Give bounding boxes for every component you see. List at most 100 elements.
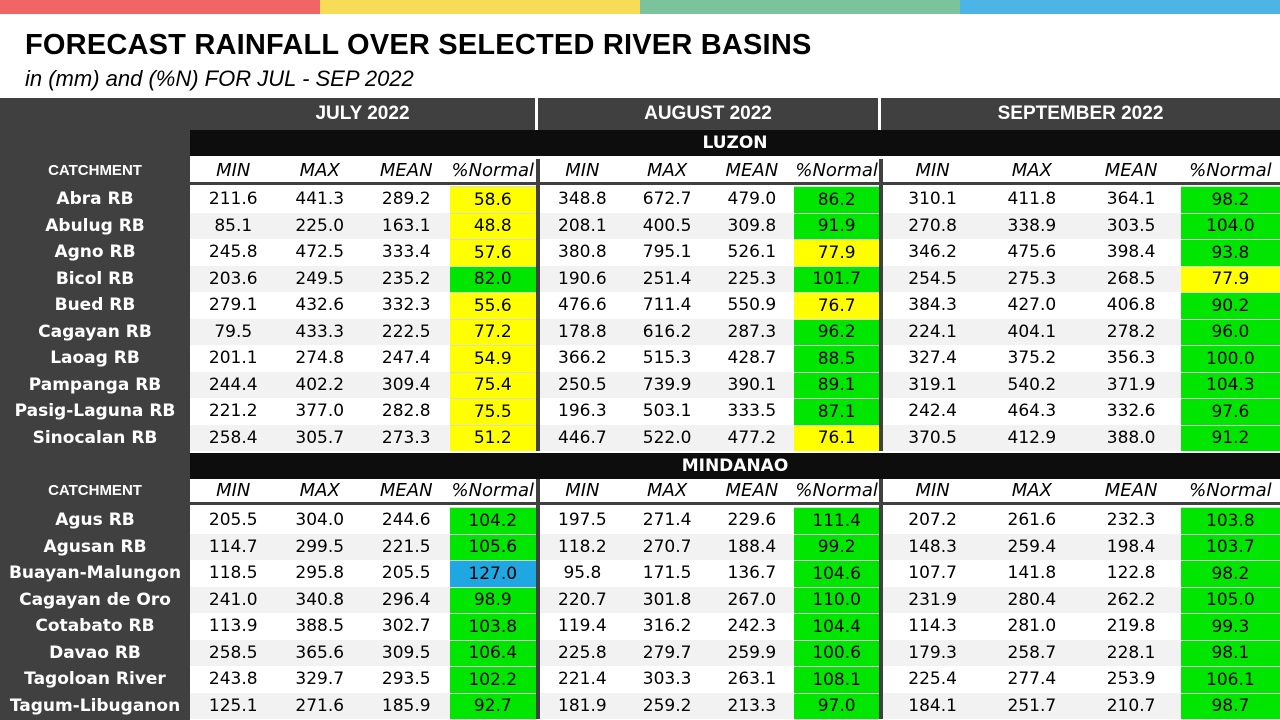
value-cell: 479.0: [709, 186, 795, 213]
value-cell: 319.1: [883, 371, 983, 398]
value-cell: 211.6: [190, 186, 277, 213]
subheader-min: MIN: [540, 159, 625, 182]
value-cell: 380.8: [540, 239, 625, 266]
pct-normal-cell: 76.1: [794, 424, 879, 451]
value-cell: 301.8: [624, 586, 710, 613]
catchment-header: CATCHMENT: [0, 145, 190, 182]
catchment-name: Tagoloan River: [0, 666, 190, 693]
catchment-name: Cagayan RB: [0, 318, 190, 345]
value-cell: 210.7: [1081, 692, 1181, 719]
pct-normal-cell: 104.6: [794, 560, 879, 587]
value-cell: 244.6: [363, 507, 450, 534]
value-cell: 245.8: [190, 239, 277, 266]
subheader-max: MAX: [624, 159, 710, 182]
value-cell: 287.3: [709, 318, 795, 345]
value-cell: 472.5: [276, 239, 363, 266]
value-cell: 475.6: [982, 239, 1082, 266]
value-cell: 277.4: [982, 666, 1082, 693]
value-cell: 271.6: [276, 692, 363, 719]
value-cell: 428.7: [709, 345, 795, 372]
pct-normal-cell: 98.7: [1180, 692, 1280, 719]
pct-normal-cell: 103.7: [1180, 533, 1280, 560]
pct-normal-cell: 76.7: [794, 292, 879, 319]
pct-normal-cell: 98.2: [1180, 560, 1280, 587]
pct-normal-cell: 55.6: [449, 292, 536, 319]
catchment-name: Agno RB: [0, 239, 190, 266]
value-cell: 365.6: [276, 639, 363, 666]
value-cell: 268.5: [1081, 265, 1181, 292]
catchment-name: Cotabato RB: [0, 613, 190, 640]
pct-normal-cell: 100.6: [794, 639, 879, 666]
catchment-name: Cagayan de Oro: [0, 586, 190, 613]
subheader-mean: MEAN: [1081, 159, 1181, 182]
value-cell: 406.8: [1081, 292, 1181, 319]
pct-normal-cell: 98.2: [1180, 186, 1280, 213]
value-cell: 279.7: [624, 639, 710, 666]
value-cell: 148.3: [883, 533, 983, 560]
pct-normal-cell: 127.0: [449, 560, 536, 587]
pct-normal-cell: 110.0: [794, 586, 879, 613]
value-cell: 221.5: [363, 533, 450, 560]
value-cell: 259.9: [709, 639, 795, 666]
value-cell: 232.3: [1081, 507, 1181, 534]
value-cell: 377.0: [276, 398, 363, 425]
value-cell: 203.6: [190, 265, 277, 292]
value-cell: 503.1: [624, 398, 710, 425]
pct-normal-cell: 75.5: [449, 398, 536, 425]
value-cell: 293.5: [363, 666, 450, 693]
value-cell: 184.1: [883, 692, 983, 719]
value-cell: 258.7: [982, 639, 1082, 666]
pct-normal-cell: 103.8: [449, 613, 536, 640]
value-cell: 220.7: [540, 586, 625, 613]
subheader-min: MIN: [540, 479, 625, 502]
pct-normal-cell: 97.0: [794, 692, 879, 719]
value-cell: 242.4: [883, 398, 983, 425]
subheader-pct-normal: %Normal: [794, 479, 879, 502]
value-cell: 356.3: [1081, 345, 1181, 372]
subheader-mean: MEAN: [1081, 479, 1181, 502]
value-cell: 181.9: [540, 692, 625, 719]
value-cell: 332.6: [1081, 398, 1181, 425]
section-band-luzon: LUZON: [190, 130, 1280, 156]
value-cell: 224.1: [883, 318, 983, 345]
subheader-mean: MEAN: [363, 479, 450, 502]
value-cell: 222.5: [363, 318, 450, 345]
value-cell: 119.4: [540, 613, 625, 640]
pct-normal-cell: 58.6: [449, 186, 536, 213]
pct-normal-cell: 51.2: [449, 424, 536, 451]
pct-normal-cell: 98.9: [449, 586, 536, 613]
value-cell: 244.4: [190, 371, 277, 398]
pct-normal-cell: 89.1: [794, 371, 879, 398]
month-header-3: SEPTEMBER 2022: [881, 98, 1280, 130]
value-cell: 197.5: [540, 507, 625, 534]
subheader-min: MIN: [190, 479, 277, 502]
value-cell: 370.5: [883, 424, 983, 451]
value-cell: 309.5: [363, 639, 450, 666]
value-cell: 225.8: [540, 639, 625, 666]
month-separator: [536, 159, 540, 451]
value-cell: 270.7: [624, 533, 710, 560]
catchment-name: Bicol RB: [0, 265, 190, 292]
rainfall-table: JULY 2022 AUGUST 2022 SEPTEMBER 2022 LUZON C…: [0, 98, 1280, 720]
value-cell: 118.2: [540, 533, 625, 560]
value-cell: 208.1: [540, 212, 625, 239]
value-cell: 251.4: [624, 265, 710, 292]
pct-normal-cell: 108.1: [794, 666, 879, 693]
value-cell: 310.1: [883, 186, 983, 213]
value-cell: 279.1: [190, 292, 277, 319]
value-cell: 229.6: [709, 507, 795, 534]
value-cell: 171.5: [624, 560, 710, 587]
pct-normal-cell: 105.6: [449, 533, 536, 560]
value-cell: 400.5: [624, 212, 710, 239]
value-cell: 113.9: [190, 613, 277, 640]
pct-normal-cell: 77.9: [794, 239, 879, 266]
value-cell: 275.3: [982, 265, 1082, 292]
value-cell: 258.4: [190, 424, 277, 451]
catchment-gap: [0, 451, 190, 477]
value-cell: 526.1: [709, 239, 795, 266]
value-cell: 190.6: [540, 265, 625, 292]
subheader-max: MAX: [276, 479, 363, 502]
value-cell: 550.9: [709, 292, 795, 319]
value-cell: 432.6: [276, 292, 363, 319]
catchment-name: Sinocalan RB: [0, 424, 190, 451]
